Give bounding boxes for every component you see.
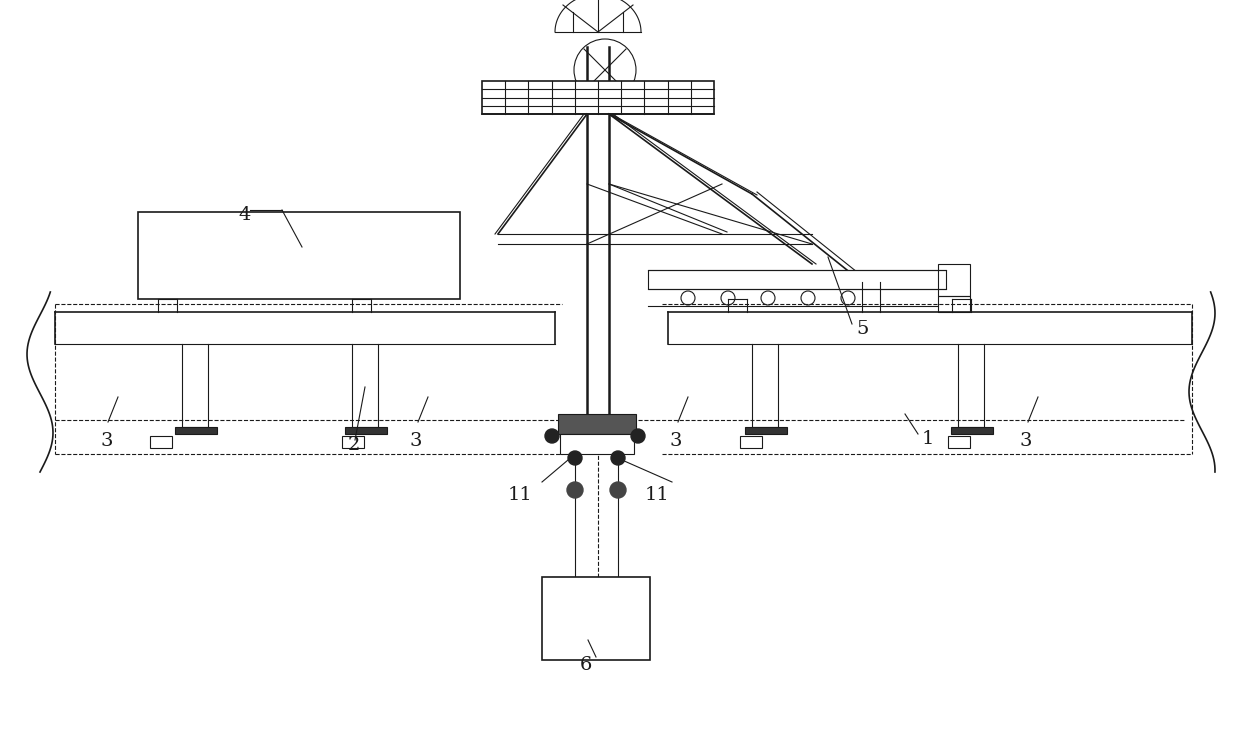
Bar	[558, 414, 636, 434]
Bar	[649, 270, 946, 289]
Bar	[482, 81, 714, 114]
Bar	[342, 436, 365, 448]
Bar	[150, 436, 172, 448]
Circle shape	[611, 451, 625, 465]
Text: 4: 4	[238, 206, 250, 224]
Bar	[345, 427, 387, 434]
Bar	[542, 577, 650, 660]
Text: 3: 3	[410, 432, 423, 450]
Bar	[560, 434, 634, 454]
Bar	[937, 296, 970, 312]
Bar	[951, 427, 993, 434]
Bar	[937, 264, 970, 296]
Bar	[740, 436, 763, 448]
Text: 11: 11	[508, 486, 533, 504]
Circle shape	[631, 429, 645, 443]
Bar	[175, 427, 217, 434]
Text: 2: 2	[348, 436, 361, 454]
Circle shape	[567, 482, 583, 498]
Text: 3: 3	[100, 432, 113, 450]
Circle shape	[610, 482, 626, 498]
Text: 1: 1	[923, 430, 935, 448]
Text: 6: 6	[580, 656, 593, 674]
Text: 11: 11	[645, 486, 670, 504]
Bar	[949, 436, 970, 448]
Bar	[138, 212, 460, 299]
Circle shape	[568, 451, 582, 465]
Text: 3: 3	[1021, 432, 1033, 450]
Text: 5: 5	[856, 320, 868, 338]
Text: 3: 3	[670, 432, 682, 450]
Bar	[745, 427, 787, 434]
Circle shape	[546, 429, 559, 443]
